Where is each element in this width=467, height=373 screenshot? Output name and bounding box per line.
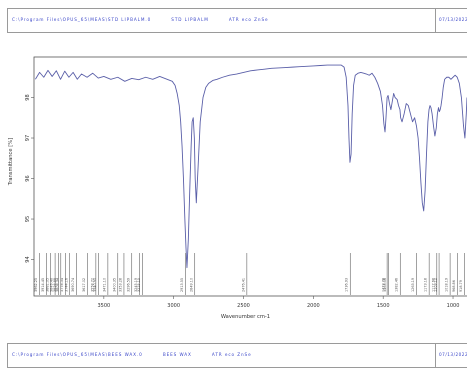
peak-marker-label: 3353.28 <box>118 278 122 292</box>
y-tick-label: 97 <box>25 135 31 141</box>
x-tick-label: 2500 <box>237 303 250 309</box>
spectrum-line-0 <box>35 64 467 269</box>
peak-marker-label: 3617.02 <box>82 278 86 292</box>
peak-marker-label: 3245.19 <box>134 278 138 292</box>
peak-marker-label: 1382.46 <box>395 278 399 292</box>
peak-marker-label: 2913.55 <box>180 278 184 292</box>
peak-marker-label: 1018.19 <box>445 278 449 292</box>
peak-marker-label: 3471.10 <box>102 278 106 292</box>
peak-marker-label: 1463.56 <box>383 278 387 292</box>
peak-marker-label: 1736.93 <box>345 278 349 292</box>
peak-marker-label: 3808.34 <box>55 278 59 292</box>
y-tick-label: 96 <box>25 175 31 181</box>
peak-marker-label: 3914.45 <box>41 278 45 292</box>
measurement-method: ATR eco ZnSe <box>211 352 252 357</box>
measurement-date: 07/13/2022 <box>435 344 467 367</box>
spectrum-header-bottom: C:\Program Files\OPUS_65\MEAS\BEES WAX.0… <box>7 343 467 368</box>
y-axis-label: Transmittance [%] <box>8 138 14 186</box>
peak-markers: 3962.25 3914.45 3881.05 3849.46 3826.883808.… <box>34 253 465 295</box>
x-tick-label: 2000 <box>307 303 320 309</box>
y-tick-label: 95 <box>25 216 31 222</box>
peak-marker-label: 918.79 <box>459 280 463 292</box>
ir-spectrum-chart: 3962.25 3914.45 3881.05 3849.46 3826.88 3808.… <box>0 34 467 340</box>
peak-marker-label: 1173.18 <box>424 278 428 292</box>
spectrum-svg: 3962.25 3914.45 3881.05 3849.46 3826.883808.… <box>8 56 467 320</box>
measurement-method: ATR eco ZnSe <box>228 17 269 22</box>
peak-marker-label: 3826.88 <box>53 278 57 292</box>
plot-border <box>33 56 467 297</box>
y-tick-label: 98 <box>25 94 31 100</box>
peak-marker-label: 3400.35 <box>112 278 116 292</box>
peak-marker-label: 3744.16 <box>64 278 68 292</box>
x-tick-label: 1500 <box>377 303 390 309</box>
peak-marker-label: 3962.25 <box>34 278 38 292</box>
peak-marker-label: 3881.05 <box>45 278 49 292</box>
plot-frame <box>33 56 467 297</box>
measurement-date: 07/13/2022 <box>435 9 467 32</box>
peak-marker-label: 1103.12 <box>434 278 438 292</box>
peak-marker-label: 3849.46 <box>50 278 54 292</box>
peak-marker-label: 3225.15 <box>137 278 141 292</box>
peak-marker-label: 2476.41 <box>241 278 245 292</box>
sample-name: STD LIPBALM <box>171 17 209 22</box>
file-info-top: C:\Program Files\OPUS_65\MEAS\STD LIPBAL… <box>12 17 268 22</box>
peak-marker-label: 1473.78 <box>382 278 386 292</box>
peak-marker-label: 3558.72 <box>90 278 94 292</box>
peak-marker-label: 2849.10 <box>189 278 193 292</box>
file-path: C:\Program Files\OPUS_65\MEAS\STD LIPBAL… <box>12 17 152 22</box>
peak-marker-label: 3778.34 <box>60 278 64 292</box>
peak-marker-label: 3296.59 <box>126 278 130 292</box>
peak-marker-label: 1117.68 <box>431 278 435 292</box>
file-info-bottom: C:\Program Files\OPUS_65\MEAS\BEES WAX.0… <box>12 352 252 357</box>
x-tick-label: 1000 <box>447 303 460 309</box>
peak-marker-label: 3690.74 <box>71 278 75 292</box>
sample-name: BEES WAX <box>162 352 192 357</box>
peak-marker-label: 1263.19 <box>411 278 415 292</box>
peak-marker-label: 3540.90 <box>93 278 97 292</box>
file-path: C:\Program Files\OPUS_65\MEAS\BEES WAX.0 <box>12 352 143 357</box>
x-tick-label: 3000 <box>167 303 180 309</box>
y-tick-label: 94 <box>25 256 31 262</box>
spectrum-header-top: C:\Program Files\OPUS_65\MEAS\STD LIPBAL… <box>7 8 467 33</box>
peak-marker-label: 968.86 <box>452 280 456 292</box>
y-axis-ticks: 94 95 96 97 98 <box>25 94 34 263</box>
x-axis-label: Wavenumber cm-1 <box>221 314 270 320</box>
x-tick-label: 3500 <box>97 303 110 309</box>
series-layer <box>35 64 467 269</box>
x-axis-ticks: 3500 3000 2500 2000 1500 1000 <box>97 296 459 309</box>
